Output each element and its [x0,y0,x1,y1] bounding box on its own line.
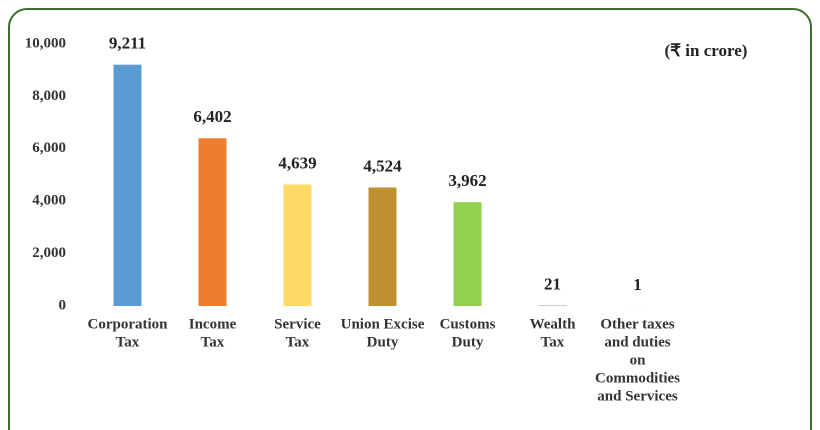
x-tick-label: Commodities [595,370,680,386]
y-tick-label: 2,000 [32,245,66,261]
x-tick-label: Customs [440,316,496,332]
bar [538,305,567,306]
x-tick-label: Tax [116,334,140,350]
bar [198,138,227,306]
unit-annotation: (₹ in crore) [665,41,748,60]
x-tick-label: Union Excise [341,316,425,332]
x-tick-label: Income [189,316,237,332]
x-tick-label: on [630,352,647,368]
x-tick-label: Tax [286,334,310,350]
x-tick-label: Service [274,316,321,332]
chart-border [8,8,812,430]
x-tick-label: and Services [597,388,678,404]
y-tick-label: 6,000 [32,140,66,156]
bar [453,202,482,306]
data-label: 21 [544,274,561,293]
bar [368,187,397,306]
y-tick-label: 10,000 [25,35,66,51]
x-tick-label: Duty [367,334,399,350]
y-tick-label: 8,000 [32,88,66,104]
y-tick-label: 4,000 [32,193,66,209]
data-label: 6,402 [193,107,231,126]
data-label: 4,639 [278,153,316,172]
data-label: 9,211 [109,34,146,53]
bar [113,64,142,306]
data-label: 3,962 [448,171,486,190]
x-tick-label: and duties [604,334,670,350]
bar [283,184,312,306]
x-tick-label: Wealth [530,316,576,332]
data-label: 4,524 [363,156,402,175]
x-tick-label: Tax [201,334,225,350]
x-tick-label: Corporation [88,316,169,332]
y-tick-label: 0 [59,297,67,313]
x-tick-label: Duty [452,334,484,350]
x-tick-label: Other taxes [600,316,674,332]
data-label: 1 [633,275,642,294]
x-tick-label: Tax [541,334,565,350]
